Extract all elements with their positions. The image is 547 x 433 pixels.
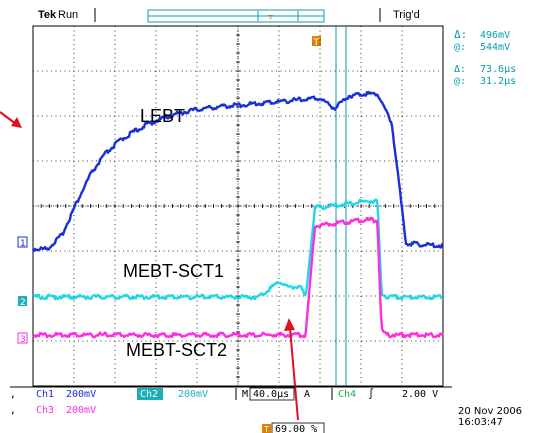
bullet-ch3: , — [10, 405, 16, 416]
waveform-traces — [31, 90, 444, 339]
trigger-position-marker-label: T — [263, 425, 269, 433]
annotation-arrow-left — [0, 111, 22, 128]
timebase-prefix: M — [242, 389, 248, 400]
ch2-label: Ch2 — [140, 389, 158, 400]
record-bar: ▿ — [147, 9, 325, 23]
trigger-level: 2.00 V — [402, 389, 438, 400]
ch3-scale: 200mV — [66, 405, 96, 416]
at-v-symbol: @: — [454, 42, 466, 53]
trigger-status-label: Trig'd — [393, 9, 420, 21]
channel-marker-3-label: 3 — [20, 335, 26, 345]
delta-t-symbol: Δ: — [454, 64, 466, 75]
cursor-readout: Δ: 496mV @: 544mV Δ: 73.6µs @: 31.2µs — [454, 28, 516, 87]
channel-marker-3: 3 — [17, 332, 28, 345]
trigger-marker: T — [312, 36, 321, 48]
annotation-mebt-sct1: MEBT-SCT1 — [123, 261, 224, 281]
at-t-symbol: @: — [454, 76, 466, 87]
date-label: 20 Nov 2006 — [458, 406, 522, 417]
trigger-position-marker — [262, 424, 271, 433]
trace-lebt — [31, 90, 444, 253]
timebase-value: 40.0µs — [253, 389, 289, 400]
annotation-arrow-bottom — [284, 318, 299, 421]
ch2-label-bg — [137, 388, 163, 400]
at-v-value: 544mV — [480, 42, 510, 53]
run-state-label: Run — [58, 9, 78, 21]
time-label: 16:03:47 — [458, 417, 503, 428]
annotation-lebt: LEBT — [140, 106, 185, 126]
trigger-position-box — [271, 422, 325, 433]
channel-marker-1: 1 — [17, 236, 28, 249]
graticule — [32, 25, 444, 387]
trigger-marker-label: T — [313, 38, 320, 48]
trigger-channel: Ch4 — [338, 389, 356, 400]
brand-label: Tek — [38, 9, 57, 21]
trigger-position-value: 69.00 % — [275, 424, 317, 433]
trigger-position-icon: ▿ — [268, 12, 273, 23]
channel-marker-2-label: 2 — [20, 298, 26, 308]
trigger-slope-icon: ∫ — [368, 388, 374, 400]
trace-mebt-sct2 — [32, 216, 444, 339]
bullet-ch1: , — [10, 389, 16, 400]
delta-v-value: 496mV — [480, 30, 510, 41]
settings-bar: Ch1 200mV Ch2 200mV M 40.0µs A Ch4 ∫ 2.0… — [10, 386, 452, 433]
timebase-box — [249, 387, 295, 401]
ch1-scale: 200mV — [66, 389, 96, 400]
delta-v-symbol: Δ: — [454, 28, 467, 41]
ch3-label: Ch3 — [36, 405, 54, 416]
at-t-value: 31.2µs — [480, 76, 516, 87]
trace-mebt-sct1 — [32, 198, 444, 301]
annotation-mebt-sct2: MEBT-SCT2 — [126, 340, 227, 360]
ch2-scale: 200mV — [178, 389, 208, 400]
trigger-mode: A — [304, 389, 310, 400]
delta-t-value: 73.6µs — [480, 64, 516, 75]
ch1-label: Ch1 — [36, 389, 54, 400]
channel-marker-1-label: 1 — [20, 239, 26, 249]
channel-marker-2: 2 — [18, 296, 27, 308]
